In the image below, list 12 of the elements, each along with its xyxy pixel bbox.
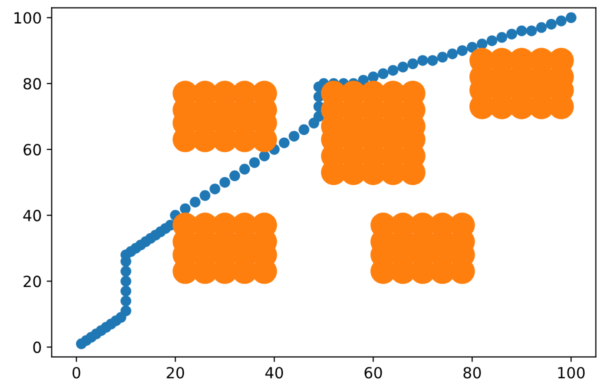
y-tick-label: 80: [24, 78, 41, 90]
y-tick-label: 20: [24, 276, 41, 288]
x-tick-label: 100: [558, 366, 585, 379]
x-tick-label: 20: [166, 366, 184, 379]
y-tick-label: 100: [14, 12, 41, 24]
x-tick-label: 0: [72, 366, 80, 379]
x-tick-label: 60: [364, 366, 382, 379]
x-tick-label: 40: [265, 366, 283, 379]
x-tick-label: 80: [463, 366, 481, 379]
y-tick-label: 40: [23, 210, 41, 222]
y-tick-label: 0: [33, 342, 41, 354]
y-tick-label: 60: [24, 144, 41, 156]
